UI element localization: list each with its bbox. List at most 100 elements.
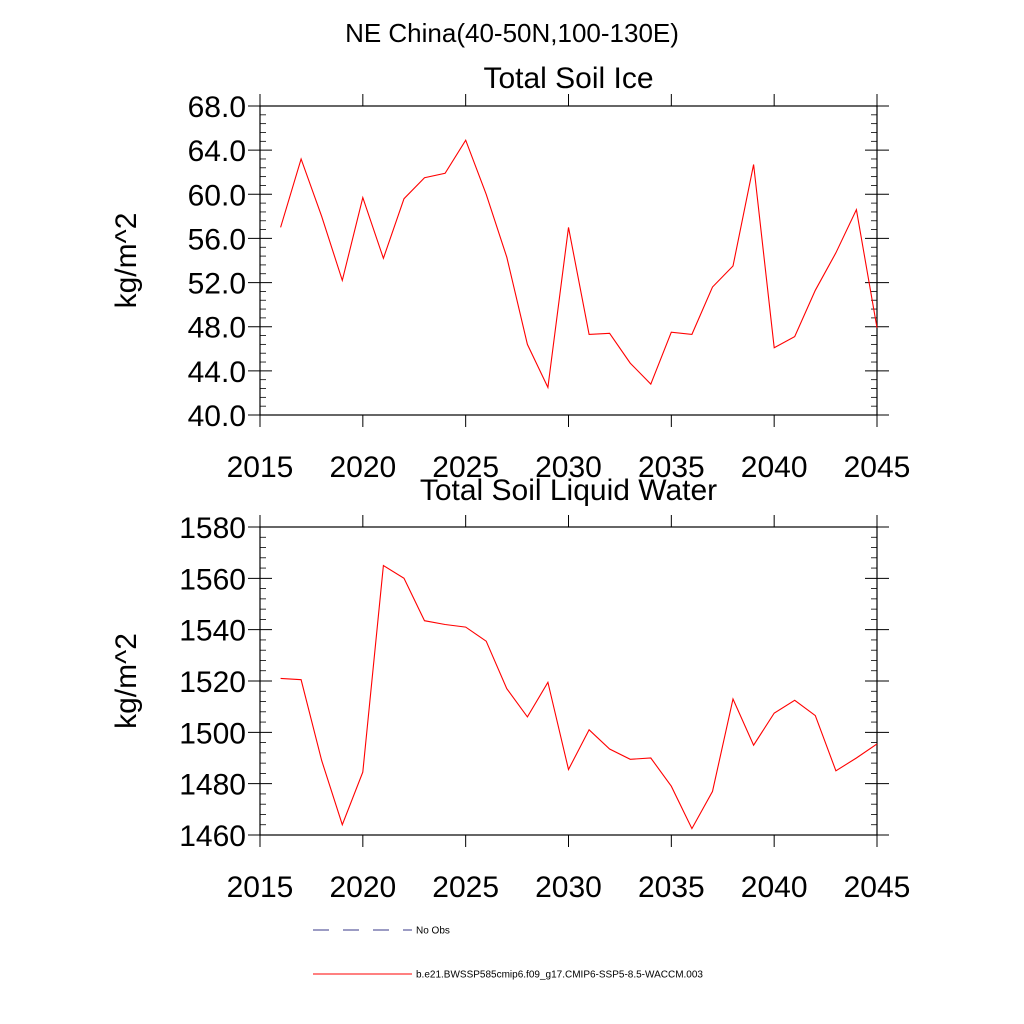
y-tick-label: 48.0: [188, 312, 246, 345]
y-tick-label: 1560: [179, 563, 246, 596]
data-point: [444, 172, 446, 174]
data-point: [506, 256, 508, 258]
data-point: [629, 362, 631, 364]
data-point: [403, 198, 405, 200]
x-tick-label: 2040: [741, 451, 808, 484]
data-point: [835, 770, 837, 772]
data-point: [547, 386, 549, 388]
data-point: [814, 714, 816, 716]
data-point: [732, 698, 734, 700]
data-point: [362, 196, 364, 198]
y-tick-label: 1520: [179, 666, 246, 699]
data-point: [670, 331, 672, 333]
chart-panel-2: Total Soil Liquid Water 2015 2020 2025 2030 2…: [110, 474, 910, 904]
legend-entry: No Obs: [313, 926, 450, 937]
data-point: [547, 681, 549, 683]
data-point: [300, 158, 302, 160]
data-point: [752, 163, 754, 165]
y-tick-label: 60.0: [188, 179, 246, 212]
data-point: [567, 768, 569, 770]
data-point: [403, 577, 405, 579]
x-tick-label: 2020: [329, 871, 396, 904]
data-point: [876, 743, 878, 745]
x-tick-label: 2045: [844, 871, 911, 904]
y-tick-label: 64.0: [188, 135, 246, 168]
data-point: [423, 619, 425, 621]
data-point: [567, 226, 569, 228]
data-point: [650, 757, 652, 759]
data-point: [876, 327, 878, 329]
data-point: [855, 757, 857, 759]
data-point: [629, 758, 631, 760]
data-point: [752, 744, 754, 746]
data-point: [711, 286, 713, 288]
data-point: [485, 640, 487, 642]
x-tick-label: 2045: [844, 451, 911, 484]
data-point: [794, 335, 796, 337]
y-axis-label: kg/m^2: [110, 633, 143, 729]
data-point: [608, 332, 610, 334]
data-point: [464, 626, 466, 628]
x-tick-label: 2025: [432, 871, 499, 904]
x-tick-label: 2015: [227, 451, 294, 484]
plot-frame: [259, 105, 878, 416]
data-point: [773, 712, 775, 714]
legend-label: b.e21.BWSSP585cmip6.f09_g17.CMIP6-SSP5-8…: [416, 970, 703, 981]
panel-title: Total Soil Liquid Water: [420, 474, 717, 507]
legend: No Obs b.e21.BWSSP585cmip6.f09_g17.CMIP6-…: [313, 926, 703, 981]
data-point: [341, 279, 343, 281]
y-tick-label: 68.0: [188, 91, 246, 124]
data-point: [588, 729, 590, 731]
panel-title: Total Soil Ice: [483, 62, 653, 95]
y-axis-label: kg/m^2: [110, 213, 143, 309]
data-point: [506, 688, 508, 690]
y-tick-label: 1500: [179, 717, 246, 750]
y-tick-label: 1540: [179, 615, 246, 648]
x-tick-label: 2015: [227, 871, 294, 904]
data-point: [382, 564, 384, 566]
series-line-1: [280, 564, 878, 830]
data-point: [711, 790, 713, 792]
data-point: [691, 333, 693, 335]
data-point: [732, 265, 734, 267]
data-point: [444, 623, 446, 625]
data-point: [794, 699, 796, 701]
x-tick-label: 2035: [638, 871, 705, 904]
data-point: [300, 679, 302, 681]
series-line-1: [280, 138, 878, 390]
data-point: [670, 785, 672, 787]
data-point: [526, 343, 528, 345]
data-point: [485, 193, 487, 195]
data-point: [588, 333, 590, 335]
data-point: [814, 289, 816, 291]
data-point: [382, 257, 384, 259]
x-tick-label: 2025: [432, 451, 499, 484]
y-tick-label: 56.0: [188, 223, 246, 256]
legend-label: No Obs: [416, 926, 450, 937]
data-point: [650, 383, 652, 385]
x-tick-label: 2035: [638, 451, 705, 484]
chart-panel-1: Total Soil Ice 2015 2020 2025 2030 2035 2040 20…: [110, 62, 910, 484]
data-point: [608, 748, 610, 750]
data-point: [526, 716, 528, 718]
y-tick-label: 44.0: [188, 356, 246, 389]
y-tick-label: 1480: [179, 769, 246, 802]
legend-entry: b.e21.BWSSP585cmip6.f09_g17.CMIP6-SSP5-8…: [313, 970, 703, 981]
chart-panels: Total Soil Ice 2015 2020 2025 2030 2035 2040 20…: [110, 62, 910, 904]
data-point: [835, 252, 837, 254]
y-tick-label: 1460: [179, 820, 246, 853]
data-point: [321, 759, 323, 761]
data-point: [855, 209, 857, 211]
x-tick-label: 2030: [535, 871, 602, 904]
figure-title: NE China(40-50N,100-130E): [345, 18, 679, 48]
data-point: [279, 226, 281, 228]
data-point: [362, 771, 364, 773]
data-point: [423, 177, 425, 179]
data-point: [321, 215, 323, 217]
x-tick-label: 2030: [535, 451, 602, 484]
plot-frame: [259, 526, 878, 836]
y-tick-label: 1580: [179, 512, 246, 545]
data-point: [341, 824, 343, 826]
data-point: [691, 827, 693, 829]
